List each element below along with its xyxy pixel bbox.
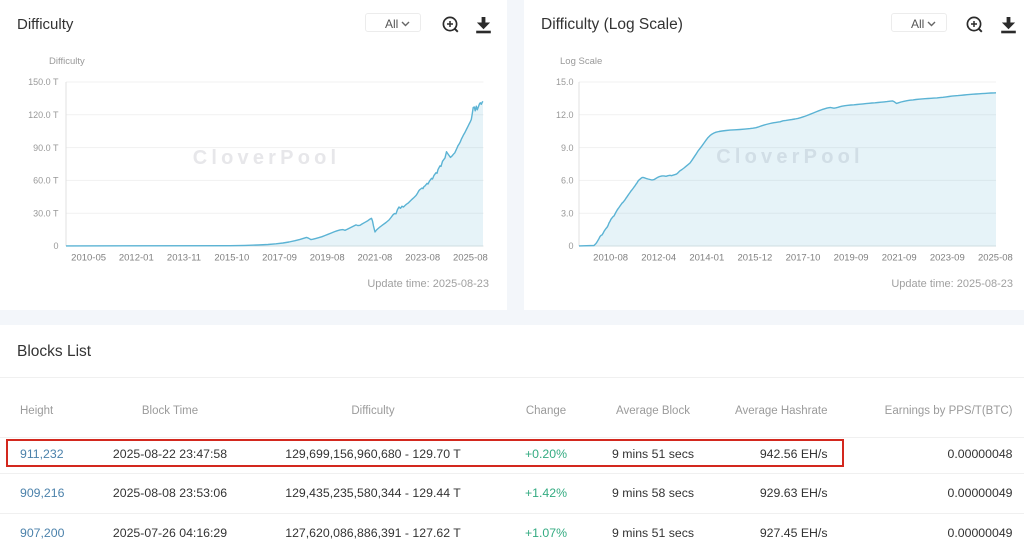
svg-text:2017-09: 2017-09 (262, 253, 297, 264)
svg-text:2023-08: 2023-08 (405, 253, 440, 264)
svg-text:CloverPool: CloverPool (193, 147, 341, 169)
svg-text:2015-10: 2015-10 (214, 253, 249, 264)
svg-text:2023-09: 2023-09 (930, 253, 965, 264)
svg-text:3.0: 3.0 (561, 208, 574, 218)
svg-text:2025-08: 2025-08 (453, 253, 488, 264)
svg-text:2012-01: 2012-01 (119, 253, 154, 264)
svg-text:2019-08: 2019-08 (310, 253, 345, 264)
svg-text:2017-10: 2017-10 (786, 253, 821, 264)
svg-text:2012-04: 2012-04 (641, 253, 676, 264)
svg-text:2013-11: 2013-11 (167, 253, 201, 264)
svg-text:15.0: 15.0 (556, 77, 574, 87)
svg-text:2025-08: 2025-08 (978, 253, 1013, 264)
svg-text:30.0 T: 30.0 T (33, 208, 59, 218)
svg-text:2015-12: 2015-12 (737, 253, 772, 264)
svg-text:2021-09: 2021-09 (882, 253, 917, 264)
svg-text:CloverPool: CloverPool (716, 146, 864, 168)
svg-text:6.0: 6.0 (561, 176, 574, 186)
svg-text:2010-08: 2010-08 (593, 253, 628, 264)
svg-text:60.0 T: 60.0 T (33, 176, 59, 186)
svg-text:2019-09: 2019-09 (834, 253, 869, 264)
svg-text:2010-05: 2010-05 (71, 253, 106, 264)
svg-text:120.0 T: 120.0 T (28, 110, 59, 120)
svg-text:0: 0 (568, 241, 573, 251)
svg-text:150.0 T: 150.0 T (28, 77, 59, 87)
svg-text:9.0: 9.0 (561, 143, 574, 153)
svg-text:90.0 T: 90.0 T (33, 143, 59, 153)
svg-text:2014-01: 2014-01 (689, 253, 724, 264)
svg-text:0: 0 (53, 241, 58, 251)
svg-text:12.0: 12.0 (556, 110, 574, 120)
svg-text:2021-08: 2021-08 (357, 253, 392, 264)
